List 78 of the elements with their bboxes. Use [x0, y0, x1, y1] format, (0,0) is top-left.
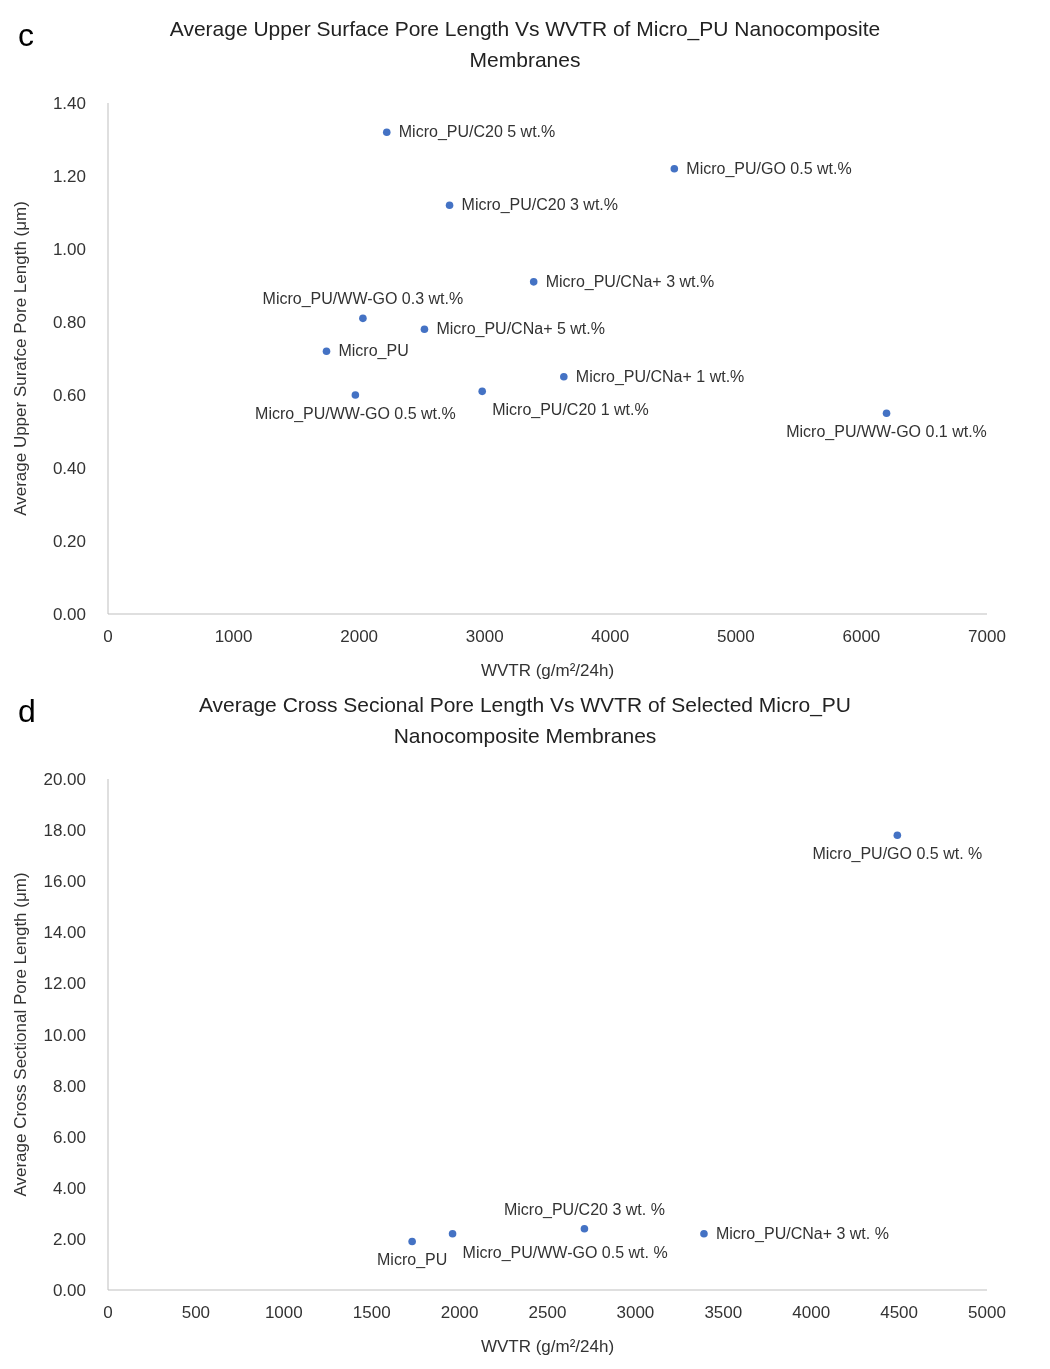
point — [560, 372, 568, 381]
y-tick-label: 0.60 — [52, 386, 86, 405]
annotation: Micro_PU/C20 3 wt. % — [503, 1200, 665, 1219]
y-tick-label: 8.00 — [52, 1076, 86, 1096]
point — [420, 325, 429, 334]
y-tick-label: 0.00 — [52, 1281, 86, 1300]
annotation: Micro_PU/WW-GO 0.5 wt.% — [255, 405, 456, 423]
chart-title: Average Upper Surface Pore Length Vs WVTR of Micro_PU Nanocomposite Membranes — [169, 17, 881, 71]
y-tick-label: 0.20 — [52, 532, 86, 551]
y-tick-label: 1.00 — [52, 240, 86, 259]
y-tick-label: 16.00 — [43, 872, 86, 892]
y-tick-label: 1.20 — [52, 167, 86, 186]
y-tick-label: 20.00 — [43, 770, 86, 789]
x-axis-title: WVTR (g/m²/24h) — [480, 661, 615, 680]
x-tick-label: 7000 — [968, 627, 1006, 646]
text: d — [18, 693, 36, 729]
x-tick-label: 0 — [103, 1303, 113, 1322]
x-tick-label: 1000 — [214, 627, 253, 646]
point — [351, 391, 360, 399]
annotation: Micro_PU/C20 5 wt.% — [398, 123, 556, 142]
y-tick-label: 0.40 — [52, 459, 86, 478]
chart-title: Average Cross Secional Pore Length Vs WVTR of Selected Micro_PU Nanocomposite Membranes — [198, 693, 852, 747]
x-tick-label: 2000 — [340, 627, 379, 646]
point — [382, 128, 391, 136]
x-tick-label: 4500 — [880, 1303, 919, 1322]
point — [478, 387, 486, 396]
point — [882, 409, 891, 418]
annotation: Micro_PU — [338, 342, 409, 361]
x-tick-label: 6000 — [842, 627, 881, 646]
annotation: Micro_PU/CNa+ 1 wt.% — [575, 367, 745, 386]
annotation: Micro_PU — [377, 1251, 448, 1270]
x-tick-label: 1000 — [264, 1303, 303, 1322]
y-tick-label: 12.00 — [43, 974, 86, 994]
x-tick-label: 5000 — [716, 627, 755, 646]
y-tick-label: 6.00 — [52, 1127, 86, 1147]
text: c — [18, 17, 34, 53]
point — [700, 1229, 708, 1238]
annotation: Micro_PU/C20 3 wt.% — [461, 196, 619, 215]
annotation: Micro_PU/GO 0.5 wt. % — [812, 845, 983, 864]
point — [408, 1237, 416, 1246]
x-tick-label: 2500 — [528, 1303, 567, 1322]
x-axis-title: WVTR (g/m²/24h) — [480, 1337, 615, 1356]
annotation: Micro_PU/CNa+ 3 wt. % — [715, 1224, 889, 1243]
y-tick-label: 1.40 — [52, 94, 86, 113]
point — [445, 201, 454, 209]
x-tick-label: 1500 — [352, 1303, 391, 1322]
annotation: Micro_PU/WW-GO 0.5 wt. % — [462, 1243, 668, 1262]
annotation: Micro_PU/CNa+ 3 wt.% — [545, 272, 715, 291]
x-tick-label: 4000 — [792, 1303, 831, 1322]
y-tick-label: 14.00 — [43, 923, 86, 943]
point — [529, 278, 538, 286]
point — [322, 347, 331, 355]
point — [448, 1229, 457, 1238]
point — [359, 314, 367, 323]
x-tick-label: 3000 — [616, 1303, 655, 1322]
y-axis-title: Average Cross Sectional Pore Length (μm) — [11, 872, 30, 1197]
annotation: Micro_PU/CNa+ 5 wt.% — [436, 320, 605, 339]
y-tick-label: 18.00 — [43, 821, 86, 841]
x-tick-label: 0 — [103, 627, 113, 646]
y-tick-label: 2.00 — [52, 1229, 86, 1249]
point — [893, 831, 902, 840]
x-tick-label: 5000 — [968, 1303, 1006, 1322]
x-tick-label: 3000 — [465, 627, 504, 646]
annotation: Micro_PU/C20 1 wt.% — [492, 401, 649, 420]
annotation: Micro_PU/WW-GO 0.1 wt.% — [786, 423, 987, 442]
y-axis-title: Average Upper Surafce Pore Length (μm) — [11, 201, 30, 516]
point — [670, 164, 679, 173]
annotation: Micro_PU/WW-GO 0.3 wt.% — [262, 290, 464, 309]
y-tick-label: 0.00 — [52, 605, 86, 624]
annotation: Micro_PU/GO 0.5 wt.% — [686, 159, 852, 178]
x-tick-label: 4000 — [591, 627, 630, 646]
point — [580, 1224, 589, 1233]
y-tick-label: 4.00 — [52, 1178, 86, 1198]
x-tick-label: 3500 — [704, 1303, 743, 1322]
y-tick-label: 10.00 — [43, 1025, 86, 1045]
x-tick-label: 2000 — [440, 1303, 479, 1322]
y-tick-label: 0.80 — [52, 313, 86, 332]
x-tick-label: 500 — [181, 1303, 211, 1322]
